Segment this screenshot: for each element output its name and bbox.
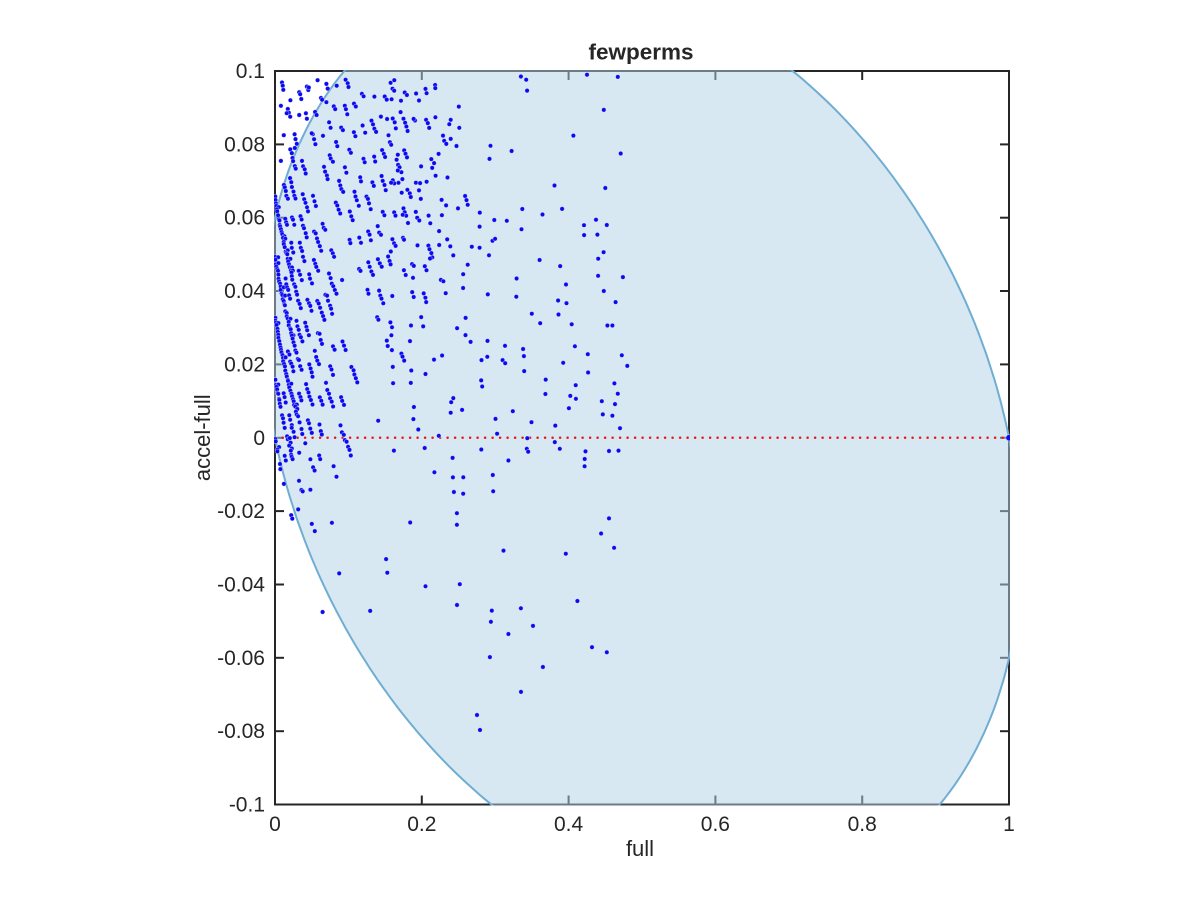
svg-text:-0.08: -0.08 bbox=[217, 720, 265, 743]
svg-text:0.06: 0.06 bbox=[224, 207, 265, 230]
svg-text:0.2: 0.2 bbox=[407, 813, 436, 836]
svg-text:accel-full: accel-full bbox=[190, 394, 215, 481]
svg-text:-0.02: -0.02 bbox=[217, 500, 265, 523]
svg-text:0.1: 0.1 bbox=[236, 60, 265, 83]
svg-text:0.6: 0.6 bbox=[701, 813, 730, 836]
svg-text:-0.04: -0.04 bbox=[217, 574, 265, 597]
svg-text:-0.1: -0.1 bbox=[229, 794, 265, 817]
svg-text:0.08: 0.08 bbox=[224, 133, 265, 156]
svg-text:-0.06: -0.06 bbox=[217, 647, 265, 670]
svg-text:1: 1 bbox=[1003, 813, 1015, 836]
svg-text:0: 0 bbox=[269, 813, 281, 836]
svg-text:0.8: 0.8 bbox=[848, 813, 877, 836]
svg-text:0.02: 0.02 bbox=[224, 353, 265, 376]
svg-text:0.4: 0.4 bbox=[554, 813, 584, 836]
svg-text:full: full bbox=[626, 836, 654, 861]
svg-text:fewperms: fewperms bbox=[588, 40, 693, 65]
svg-text:0: 0 bbox=[253, 427, 265, 450]
svg-text:0.04: 0.04 bbox=[224, 280, 265, 303]
